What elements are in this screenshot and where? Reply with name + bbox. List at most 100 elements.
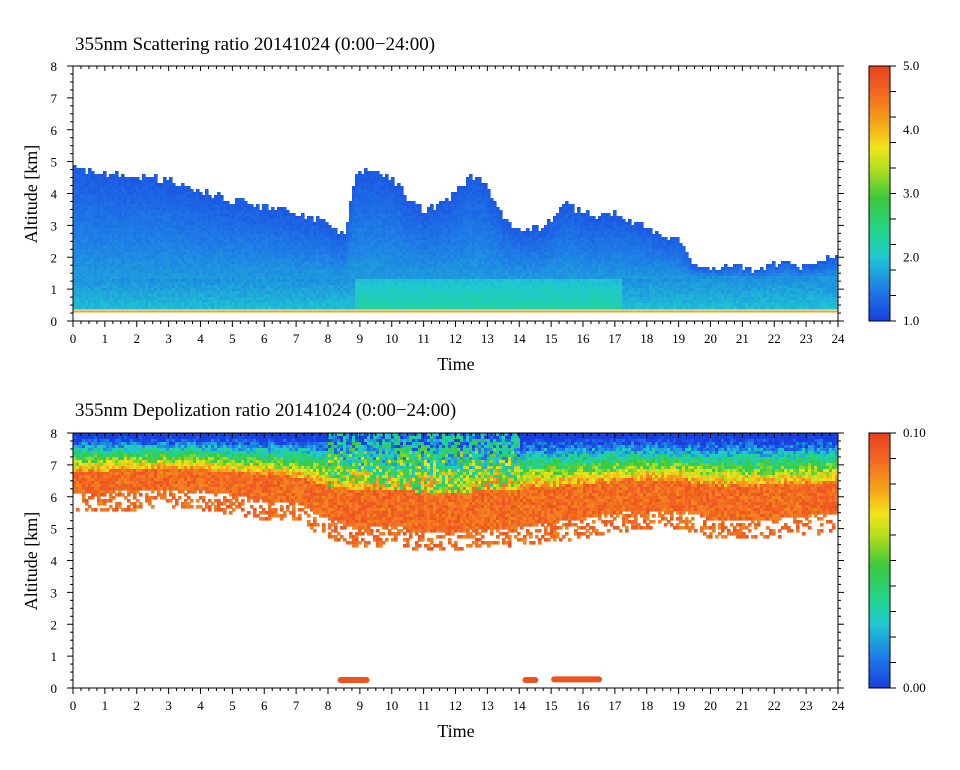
scatter-ratio-cell: [109, 300, 113, 304]
scatter-ratio-cell: [202, 216, 206, 220]
scatter-ratio-cell: [82, 303, 86, 307]
scatter-ratio-cell: [88, 276, 92, 280]
scatter-ratio-cell: [367, 198, 371, 202]
scatter-ratio-cell: [364, 294, 368, 298]
scatter-ratio-cell: [397, 261, 401, 265]
scatter-ratio-cell: [247, 252, 251, 256]
scatter-ratio-cell: [445, 231, 449, 235]
scatter-ratio-cell: [214, 252, 218, 256]
scatter-ratio-cell: [205, 273, 209, 277]
scatter-ratio-cell: [328, 306, 332, 310]
scatter-ratio-cell: [73, 303, 77, 307]
scatter-ratio-cell: [202, 207, 206, 211]
scatter-ratio-cell: [316, 243, 320, 247]
scatter-ratio-cell: [82, 174, 86, 178]
scatter-ratio-cell: [202, 198, 206, 202]
scatter-ratio-cell: [451, 288, 455, 292]
scatter-ratio-cell: [400, 243, 404, 247]
scatter-ratio-cell: [82, 288, 86, 292]
scatter-ratio-cell: [400, 291, 404, 295]
scatter-ratio-cell: [340, 288, 344, 292]
scatter-ratio-cell: [298, 216, 302, 220]
scatter-ratio-cell: [289, 243, 293, 247]
scatter-ratio-cell: [136, 195, 140, 199]
scatter-ratio-cell: [175, 282, 179, 286]
scatter-ratio-cell: [73, 267, 77, 271]
scatter-ratio-cell: [445, 273, 449, 277]
scatter-ratio-cell: [208, 231, 212, 235]
scatter-ratio-cell: [421, 255, 425, 259]
scatter-ratio-cell: [133, 273, 137, 277]
scatter-ratio-cell: [199, 195, 203, 199]
scatter-ratio-cell: [106, 198, 110, 202]
scatter-ratio-cell: [97, 261, 101, 265]
scatter-ratio-cell: [310, 249, 314, 253]
scatter-ratio-cell: [172, 267, 176, 271]
scatter-ratio-cell: [382, 219, 386, 223]
scatter-ratio-cell: [160, 219, 164, 223]
scatter-ratio-cell: [175, 189, 179, 193]
scatter-ratio-cell: [358, 282, 362, 286]
scatter-ratio-cell: [364, 285, 368, 289]
scatter-ratio-cell: [127, 294, 131, 298]
scatter-ratio-cell: [178, 198, 182, 202]
scatter-ratio-cell: [202, 222, 206, 226]
scatter-ratio-cell: [406, 207, 410, 211]
scatter-ratio-cell: [220, 282, 224, 286]
scatter-ratio-cell: [139, 219, 143, 223]
scatter-ratio-cell: [130, 231, 134, 235]
scatter-ratio-cell: [94, 243, 98, 247]
scatter-ratio-cell: [148, 276, 152, 280]
scatter-ratio-cell: [283, 294, 287, 298]
scatter-ratio-cell: [139, 216, 143, 220]
scatter-ratio-cell: [259, 273, 263, 277]
scatter-ratio-cell: [187, 198, 191, 202]
scatter-ratio-cell: [76, 243, 80, 247]
scatter-ratio-cell: [238, 294, 242, 298]
scatter-ratio-cell: [415, 258, 419, 262]
scatter-ratio-cell: [361, 264, 365, 268]
scatter-ratio-cell: [172, 246, 176, 250]
scatter-ratio-cell: [274, 231, 278, 235]
scatter-ratio-cell: [88, 234, 92, 238]
scatter-ratio-cell: [289, 222, 293, 226]
scatter-ratio-cell: [85, 222, 89, 226]
scatter-ratio-cell: [376, 231, 380, 235]
scatter-ratio-cell: [97, 174, 101, 178]
scatter-ratio-cell: [151, 216, 155, 220]
scatter-ratio-cell: [196, 237, 200, 241]
scatter-ratio-cell: [325, 240, 329, 244]
scatter-ratio-cell: [379, 228, 383, 232]
scatter-ratio-cell: [319, 279, 323, 283]
scatter-ratio-cell: [172, 273, 176, 277]
scatter-ratio-cell: [160, 213, 164, 217]
scatter-ratio-cell: [127, 183, 131, 187]
scatter-ratio-cell: [85, 249, 89, 253]
scatter-ratio-cell: [253, 279, 257, 283]
scatter-ratio-cell: [85, 207, 89, 211]
scatter-ratio-cell: [184, 195, 188, 199]
scatter-ratio-cell: [427, 228, 431, 232]
scatter-ratio-cell: [232, 225, 236, 229]
scatter-ratio-cell: [400, 192, 404, 196]
scatter-ratio-cell: [160, 258, 164, 262]
scatter-ratio-cell: [385, 252, 389, 256]
scatter-ratio-cell: [166, 255, 170, 259]
scatter-ratio-cell: [148, 222, 152, 226]
scatter-ratio-cell: [388, 243, 392, 247]
scatter-ratio-cell: [355, 279, 359, 283]
scatter-ratio-cell: [172, 189, 176, 193]
scatter-ratio-cell: [403, 228, 407, 232]
scatter-ratio-cell: [202, 297, 206, 301]
scatter-ratio-cell: [460, 186, 464, 190]
scatter-ratio-cell: [280, 261, 284, 265]
scatter-ratio-cell: [232, 213, 236, 217]
scatter-ratio-cell: [412, 264, 416, 268]
scatter-ratio-cell: [358, 261, 362, 265]
scatter-ratio-cell: [235, 294, 239, 298]
scatter-ratio-cell: [409, 216, 413, 220]
scatter-ratio-cell: [94, 252, 98, 256]
scatter-ratio-cell: [109, 267, 113, 271]
scatter-ratio-cell: [169, 186, 173, 190]
scatter-ratio-cell: [367, 177, 371, 181]
